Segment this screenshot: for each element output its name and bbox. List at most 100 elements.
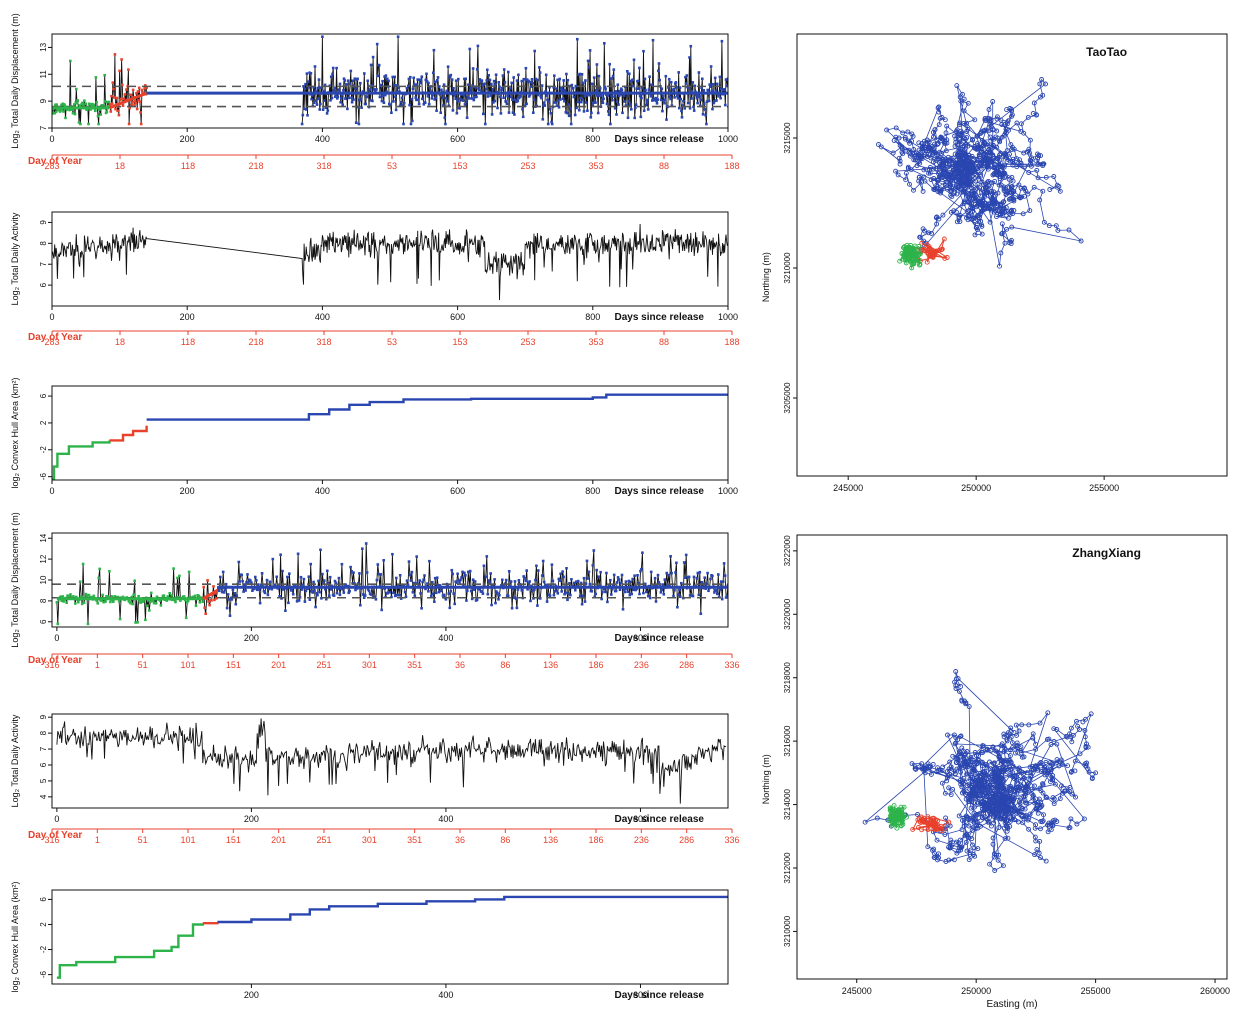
gps-fix xyxy=(1083,716,1088,722)
gps-fix xyxy=(912,157,918,163)
doy-axis-label: Day of Year xyxy=(28,156,82,167)
data-point xyxy=(424,587,427,591)
data-point xyxy=(703,102,706,105)
data-point xyxy=(593,595,596,599)
data-point xyxy=(108,103,112,106)
gps-fix xyxy=(904,242,910,248)
data-point xyxy=(623,590,627,594)
data-point xyxy=(709,65,713,68)
x-tick-label: 400 xyxy=(438,990,453,1000)
doy-tick-label: 118 xyxy=(181,161,195,171)
tt-displacement-plot-area xyxy=(52,35,728,126)
data-point xyxy=(403,590,407,594)
data-point xyxy=(511,98,514,101)
gps-fix xyxy=(964,831,970,837)
gps-fix xyxy=(947,771,953,777)
data-point xyxy=(601,590,604,594)
x-axis-label: Days since release xyxy=(614,814,704,825)
data-point xyxy=(60,108,64,112)
data-point xyxy=(512,76,515,79)
data-point xyxy=(447,592,451,595)
gps-fix xyxy=(942,790,948,796)
gps-fix xyxy=(964,749,970,754)
data-point xyxy=(81,103,85,106)
data-point xyxy=(113,53,117,56)
data-point xyxy=(557,106,561,109)
data-point xyxy=(303,87,307,91)
gps-fix xyxy=(1004,828,1010,834)
data-point xyxy=(129,602,133,605)
data-point xyxy=(626,590,630,594)
data-point xyxy=(615,100,619,104)
gps-fix xyxy=(907,181,912,187)
gps-fix xyxy=(1003,762,1009,768)
data-point xyxy=(463,103,467,106)
gps-fix xyxy=(931,186,937,192)
data-point xyxy=(662,593,666,596)
data-point xyxy=(434,80,437,84)
data-point xyxy=(350,96,353,100)
gps-fix xyxy=(983,151,989,157)
data-point xyxy=(376,74,380,78)
gps-fix xyxy=(1032,852,1038,858)
tt-displacement-frame xyxy=(51,33,729,129)
data-point xyxy=(679,97,682,101)
data-point xyxy=(321,35,324,38)
gps-fix xyxy=(1008,239,1014,245)
data-point xyxy=(62,110,65,113)
gps-fix xyxy=(994,171,1000,177)
data-point xyxy=(678,106,681,110)
gps-fix xyxy=(939,174,945,180)
gps-fix xyxy=(994,202,1000,208)
data-point xyxy=(576,37,579,41)
gps-fix xyxy=(945,732,950,738)
gps-fix xyxy=(1072,758,1078,764)
data-point xyxy=(288,572,291,575)
data-point xyxy=(589,116,593,119)
data-point xyxy=(455,581,458,584)
gps-fix xyxy=(887,808,893,813)
gps-fix xyxy=(898,804,904,810)
data-point xyxy=(616,83,620,86)
data-point xyxy=(611,98,614,102)
gps-fix xyxy=(1054,727,1060,732)
data-point xyxy=(673,588,676,592)
gps-fix xyxy=(979,815,985,821)
data-point xyxy=(65,601,68,604)
data-point xyxy=(207,600,210,603)
data-point xyxy=(384,74,388,77)
data-point xyxy=(523,93,526,97)
data-point xyxy=(350,570,353,573)
gps-fix xyxy=(978,218,984,224)
data-point xyxy=(606,94,609,97)
data-point xyxy=(453,602,456,606)
y-tick-label: 7 xyxy=(39,125,48,130)
gps-fix xyxy=(1030,793,1036,798)
data-point xyxy=(323,579,326,582)
data-point xyxy=(62,600,65,603)
y-tick-label: 7 xyxy=(39,746,48,751)
data-point xyxy=(467,83,470,86)
gps-fix xyxy=(1010,178,1016,184)
gps-fix xyxy=(943,130,949,136)
gps-fix xyxy=(944,255,950,260)
data-point xyxy=(352,571,355,574)
gps-fix xyxy=(956,813,962,819)
data-point xyxy=(399,101,403,104)
gps-fix xyxy=(976,783,981,789)
doy-tick-label: 251 xyxy=(316,835,331,845)
data-point xyxy=(570,83,574,87)
data-point xyxy=(360,106,363,109)
gps-fix xyxy=(1052,781,1058,787)
data-point xyxy=(300,588,304,591)
gps-fix xyxy=(1002,122,1008,127)
gps-fix xyxy=(919,156,925,162)
data-point xyxy=(158,599,162,602)
gps-fix xyxy=(1005,215,1011,221)
data-point xyxy=(461,99,465,102)
gps-fix xyxy=(1069,791,1075,797)
data-point xyxy=(715,99,718,102)
gps-fix xyxy=(893,815,899,821)
